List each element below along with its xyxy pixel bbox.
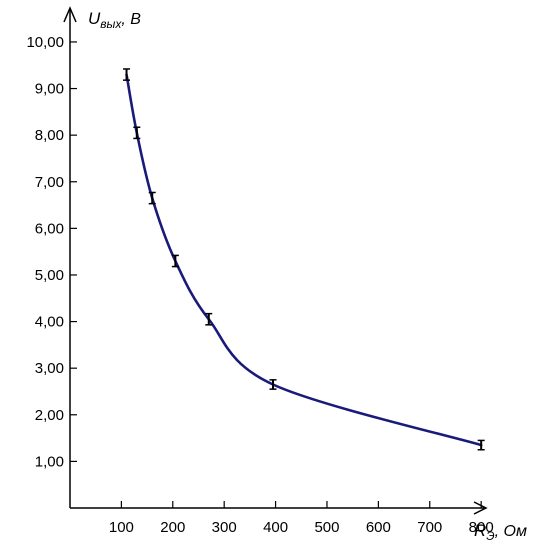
x-axis-title-main: R	[474, 521, 486, 540]
y-tick-label: 10,00	[26, 34, 64, 51]
y-tick-label: 1,00	[35, 453, 64, 470]
y-axis-title-sub: вых	[100, 17, 122, 31]
curve-layer	[125, 73, 483, 447]
x-tick-label: 500	[314, 519, 339, 536]
x-axis-title-sub: Э	[486, 529, 494, 543]
y-axis-title-unit: , В	[121, 11, 141, 28]
points-layer	[123, 68, 485, 451]
x-axis-arrow	[473, 501, 488, 515]
x-ticks: 100 200 300 400 500 600 700 800	[109, 501, 494, 536]
axes	[63, 6, 488, 515]
x-axis-title: RЭ, Ом	[474, 521, 527, 543]
y-tick-label: 5,00	[35, 267, 64, 284]
x-axis-title-unit: , Ом	[495, 523, 527, 540]
y-axis-arrow	[63, 6, 77, 23]
x-tick-label: 400	[263, 519, 288, 536]
y-tick-label: 4,00	[35, 314, 64, 331]
y-tick-label: 8,00	[35, 127, 64, 144]
x-tick-label: 200	[160, 519, 185, 536]
y-tick-label: 3,00	[35, 360, 64, 377]
y-axis-title-main: U	[88, 9, 101, 28]
series-line	[125, 73, 483, 447]
y-tick-label: 2,00	[35, 407, 64, 424]
y-tick-label: 6,00	[35, 220, 64, 237]
x-tick-label: 300	[212, 519, 237, 536]
x-tick-label: 100	[109, 519, 134, 536]
y-axis-title: Uвых, В	[88, 9, 141, 31]
x-tick-label: 600	[366, 519, 391, 536]
y-tick-label: 9,00	[35, 81, 64, 98]
x-tick-label: 800	[469, 519, 494, 536]
y-ticks: 1,00 2,00 3,00 4,00 5,00 6,00 7,00 8,00 9,00 10,0…	[26, 34, 77, 470]
y-tick-label: 7,00	[35, 174, 64, 191]
x-tick-label: 700	[417, 519, 442, 536]
